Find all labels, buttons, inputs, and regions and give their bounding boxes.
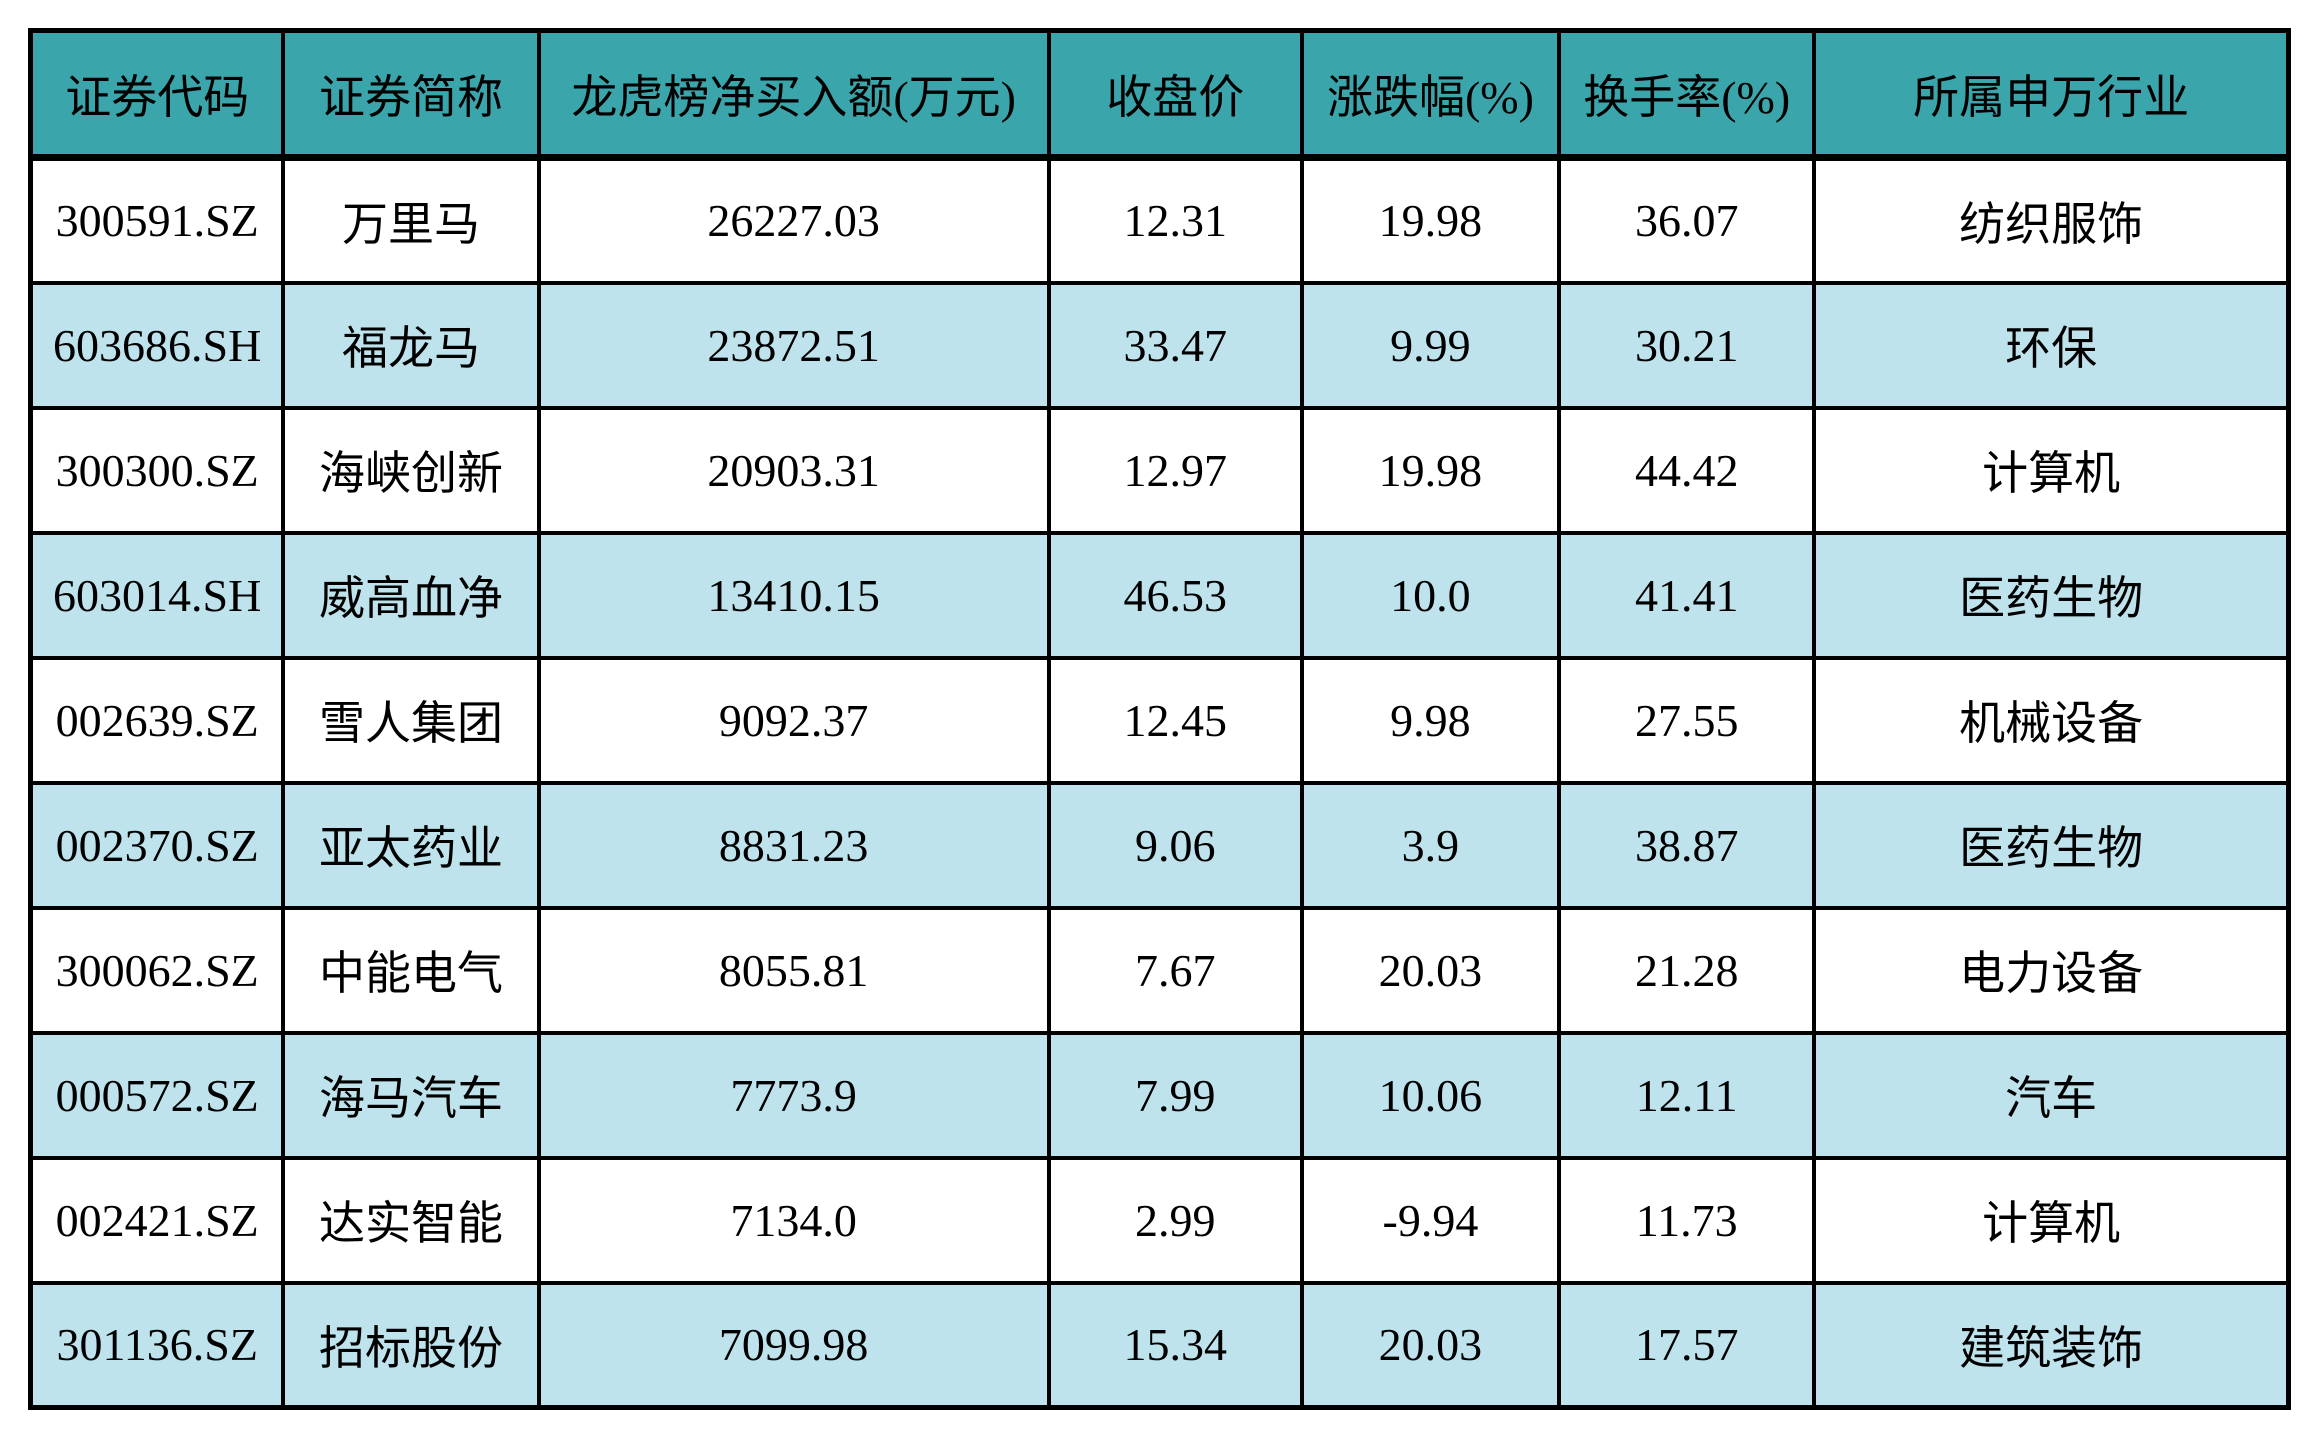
cell-r1-c2: 万里马 [281,155,541,285]
cell-r5-c1: 002639.SZ [28,655,286,785]
cell-r4-c3: 13410.15 [536,530,1051,660]
cell-r10-c1: 301136.SZ [28,1280,286,1410]
cell-r6-c6: 38.87 [1557,780,1817,910]
table-row-4: 603014.SH 威高血净 13410.15 46.53 10.0 41.41 医药生物 [28,530,2291,660]
cell-r7-c2: 中能电气 [281,905,541,1035]
cell-r4-c6: 41.41 [1557,530,1817,660]
cell-r8-c5: 10.06 [1299,1030,1562,1160]
cell-r6-c3: 8831.23 [536,780,1051,910]
cell-r10-c3: 7099.98 [536,1280,1051,1410]
cell-r1-c3: 26227.03 [536,155,1051,285]
table-row-2: 603686.SH 福龙马 23872.51 33.47 9.99 30.21 环保 [28,280,2291,410]
cell-r8-c2: 海马汽车 [281,1030,541,1160]
cell-r8-c1: 000572.SZ [28,1030,286,1160]
cell-r9-c3: 7134.0 [536,1155,1051,1285]
cell-r3-c2: 海峡创新 [281,405,541,535]
cell-r5-c6: 27.55 [1557,655,1817,785]
cell-r3-c3: 20903.31 [536,405,1051,535]
cell-r9-c4: 2.99 [1046,1155,1304,1285]
cell-r4-c2: 威高血净 [281,530,541,660]
header-row: 证券代码 证券简称 龙虎榜净买入额(万元) 收盘价 涨跌幅(%) 换手率(%) 所属申万行业 [28,28,2291,161]
column-header-2: 证券简称 [281,28,541,161]
cell-r2-c4: 33.47 [1046,280,1304,410]
cell-r2-c1: 603686.SH [28,280,286,410]
cell-r5-c2: 雪人集团 [281,655,541,785]
table-row-7: 300062.SZ 中能电气 8055.81 7.67 20.03 21.28 电力设备 [28,905,2291,1035]
cell-r5-c4: 12.45 [1046,655,1304,785]
column-header-4: 收盘价 [1046,28,1304,161]
cell-r5-c3: 9092.37 [536,655,1051,785]
cell-r9-c6: 11.73 [1557,1155,1817,1285]
cell-r6-c1: 002370.SZ [28,780,286,910]
cell-r8-c4: 7.99 [1046,1030,1304,1160]
cell-r3-c6: 44.42 [1557,405,1817,535]
table-row-8: 000572.SZ 海马汽车 7773.9 7.99 10.06 12.11 汽车 [28,1030,2291,1160]
cell-r4-c5: 10.0 [1299,530,1562,660]
table-row-6: 002370.SZ 亚太药业 8831.23 9.06 3.9 38.87 医药生物 [28,780,2291,910]
cell-r5-c7: 机械设备 [1812,655,2291,785]
cell-r4-c4: 46.53 [1046,530,1304,660]
cell-r3-c5: 19.98 [1299,405,1562,535]
cell-r7-c5: 20.03 [1299,905,1562,1035]
column-header-6: 换手率(%) [1557,28,1817,161]
cell-r3-c7: 计算机 [1812,405,2291,535]
cell-r5-c5: 9.98 [1299,655,1562,785]
cell-r1-c1: 300591.SZ [28,155,286,285]
cell-r2-c2: 福龙马 [281,280,541,410]
cell-r10-c2: 招标股份 [281,1280,541,1410]
cell-r3-c1: 300300.SZ [28,405,286,535]
cell-r8-c7: 汽车 [1812,1030,2291,1160]
cell-r9-c1: 002421.SZ [28,1155,286,1285]
cell-r7-c6: 21.28 [1557,905,1817,1035]
cell-r7-c7: 电力设备 [1812,905,2291,1035]
cell-r1-c6: 36.07 [1557,155,1817,285]
cell-r2-c3: 23872.51 [536,280,1051,410]
table-row-5: 002639.SZ 雪人集团 9092.37 12.45 9.98 27.55 机械设备 [28,655,2291,785]
cell-r1-c4: 12.31 [1046,155,1304,285]
stock-table: 证券代码 证券简称 龙虎榜净买入额(万元) 收盘价 涨跌幅(%) 换手率(%) 所属申万行业… [28,28,2291,1410]
cell-r9-c7: 计算机 [1812,1155,2291,1285]
cell-r2-c5: 9.99 [1299,280,1562,410]
table-row-10: 301136.SZ 招标股份 7099.98 15.34 20.03 17.57 建筑装饰 [28,1280,2291,1410]
table-row-9: 002421.SZ 达实智能 7134.0 2.99 -9.94 11.73 计算机 [28,1155,2291,1285]
cell-r4-c7: 医药生物 [1812,530,2291,660]
column-header-7: 所属申万行业 [1812,28,2291,161]
cell-r6-c5: 3.9 [1299,780,1562,910]
cell-r8-c3: 7773.9 [536,1030,1051,1160]
cell-r10-c5: 20.03 [1299,1280,1562,1410]
cell-r10-c6: 17.57 [1557,1280,1817,1410]
cell-r2-c7: 环保 [1812,280,2291,410]
cell-r7-c4: 7.67 [1046,905,1304,1035]
table-header: 证券代码 证券简称 龙虎榜净买入额(万元) 收盘价 涨跌幅(%) 换手率(%) 所属申万行业 [28,28,2291,161]
cell-r3-c4: 12.97 [1046,405,1304,535]
cell-r9-c2: 达实智能 [281,1155,541,1285]
table-body: 300591.SZ 万里马 26227.03 12.31 19.98 36.07 纺织服饰 6… [28,155,2291,1410]
cell-r4-c1: 603014.SH [28,530,286,660]
cell-r6-c2: 亚太药业 [281,780,541,910]
column-header-1: 证券代码 [28,28,286,161]
cell-r1-c7: 纺织服饰 [1812,155,2291,285]
cell-r10-c7: 建筑装饰 [1812,1280,2291,1410]
cell-r7-c1: 300062.SZ [28,905,286,1035]
cell-r8-c6: 12.11 [1557,1030,1817,1160]
table-row-3: 300300.SZ 海峡创新 20903.31 12.97 19.98 44.42 计算机 [28,405,2291,535]
table-row-1: 300591.SZ 万里马 26227.03 12.31 19.98 36.07 纺织服饰 [28,155,2291,285]
cell-r1-c5: 19.98 [1299,155,1562,285]
column-header-5: 涨跌幅(%) [1299,28,1562,161]
column-header-3: 龙虎榜净买入额(万元) [536,28,1051,161]
cell-r2-c6: 30.21 [1557,280,1817,410]
cell-r10-c4: 15.34 [1046,1280,1304,1410]
cell-r7-c3: 8055.81 [536,905,1051,1035]
cell-r9-c5: -9.94 [1299,1155,1562,1285]
cell-r6-c7: 医药生物 [1812,780,2291,910]
cell-r6-c4: 9.06 [1046,780,1304,910]
